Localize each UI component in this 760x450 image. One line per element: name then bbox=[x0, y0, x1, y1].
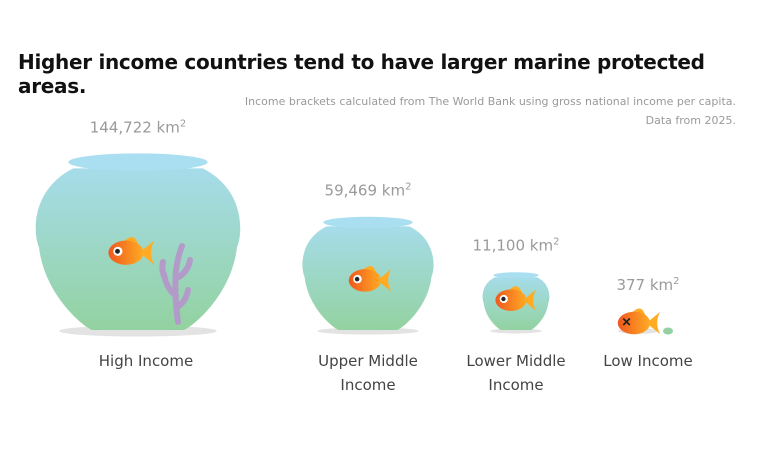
category-label: High Income bbox=[99, 352, 193, 370]
dead-goldfish-icon bbox=[617, 308, 661, 335]
page-title: Higher income countries tend to have lar… bbox=[18, 50, 705, 98]
goldfish-icon bbox=[108, 237, 155, 265]
value-label: 11,100 km2 bbox=[473, 237, 560, 255]
goldfish-icon bbox=[348, 265, 392, 292]
category-label: Income bbox=[340, 376, 395, 394]
chart-subtitle: Income brackets calculated from The Worl… bbox=[245, 92, 736, 130]
category-label: Lower Middle bbox=[466, 352, 565, 370]
value-label: 59,469 km2 bbox=[325, 181, 412, 199]
bowl-rim bbox=[68, 153, 208, 171]
bowl-group-4: 377 km2 Low Income bbox=[603, 276, 693, 370]
goldfish-icon bbox=[495, 286, 537, 311]
value-label: 144,722 km2 bbox=[90, 118, 186, 136]
bowl-group-2: 59,469 km2 Upper Middle Income bbox=[302, 181, 434, 394]
coral bbox=[159, 243, 193, 325]
category-label: Income bbox=[488, 376, 543, 394]
subtitle-line-2: Data from 2025. bbox=[645, 114, 736, 127]
bowl-group-1: 144,722 km2 High Income bbox=[35, 118, 241, 370]
value-label: 377 km2 bbox=[616, 276, 679, 294]
category-label: Low Income bbox=[603, 352, 693, 370]
bowl-rim bbox=[323, 216, 413, 229]
subtitle-line-1: Income brackets calculated from The Worl… bbox=[244, 95, 736, 108]
bowl-rim bbox=[493, 272, 539, 279]
category-label: Upper Middle bbox=[318, 352, 418, 370]
water-puddle bbox=[663, 327, 673, 335]
bowl-group-3: 11,100 km2 Lower Middle Income bbox=[466, 237, 565, 394]
